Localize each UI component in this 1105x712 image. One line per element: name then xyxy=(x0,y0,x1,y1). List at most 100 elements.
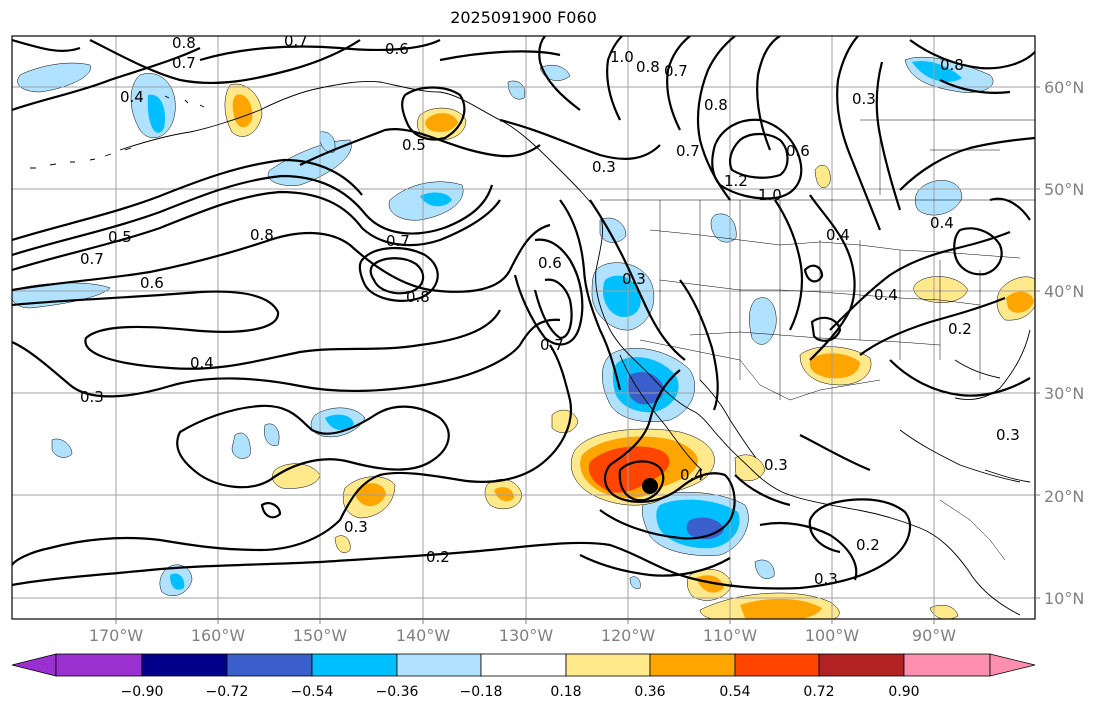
orange-region xyxy=(232,94,253,128)
contour-label: 1.2 xyxy=(724,172,748,190)
lon-label: 160°W xyxy=(190,626,246,645)
blue-region xyxy=(170,573,185,590)
contour-label: 0.7 xyxy=(676,142,700,160)
colorbar-tick-label: 0.18 xyxy=(550,684,582,700)
lon-label: 110°W xyxy=(702,626,758,645)
borders xyxy=(600,119,1035,561)
colorbar xyxy=(11,653,1036,677)
contour-lines xyxy=(12,36,1035,590)
colorbar-tick-label: −0.54 xyxy=(290,684,334,700)
lon-label: 140°W xyxy=(395,626,451,645)
contour-label: 0.3 xyxy=(852,90,876,108)
lat-label: 30°N xyxy=(1044,384,1085,403)
contour-label: 0.4 xyxy=(120,88,144,106)
contour-label: 0.3 xyxy=(622,270,646,288)
contour-label: 0.4 xyxy=(930,214,954,232)
colorbar-tick-label: 0.72 xyxy=(803,684,835,700)
colorbar-segment xyxy=(226,653,313,677)
blue-region xyxy=(51,438,73,458)
colorbar-segment xyxy=(734,653,820,677)
axis-ticks xyxy=(115,86,1040,624)
blue-region xyxy=(599,217,627,243)
contour-label: 0.3 xyxy=(996,426,1020,444)
contour-label: 0.6 xyxy=(385,40,409,58)
lat-label: 40°N xyxy=(1044,282,1085,301)
contour-label: 0.6 xyxy=(140,274,164,292)
colorbar-tick-label: −0.36 xyxy=(375,684,419,700)
colorbar-tick-label: −0.18 xyxy=(459,684,503,700)
colorbar-segment xyxy=(903,653,991,677)
colorbar-tick-label: −0.90 xyxy=(120,684,164,700)
blue-region xyxy=(325,414,354,431)
contour-label: 0.4 xyxy=(190,354,214,372)
contour-label-layer: 0.8 0.7 0.6 1.0 0.8 0.7 0.7 0.8 0.4 0.5 … xyxy=(80,32,1020,588)
colorbar-extend-high xyxy=(989,653,1036,677)
contour-label: 0.7 xyxy=(664,62,688,80)
orange-region xyxy=(913,276,969,303)
contour-label: 0.8 xyxy=(406,288,430,306)
blue-region xyxy=(749,297,777,345)
blue-region xyxy=(754,559,775,579)
lon-label: 100°W xyxy=(804,626,860,645)
blue-region xyxy=(420,192,452,207)
colorbar-segment xyxy=(141,653,228,677)
colorbar-tick-label: 0.90 xyxy=(888,684,920,700)
lon-label: 150°W xyxy=(292,626,348,645)
contour-label: 0.8 xyxy=(636,58,660,76)
lat-label: 10°N xyxy=(1044,589,1085,608)
blue-region xyxy=(912,60,962,82)
orange-region xyxy=(696,575,724,593)
blue-region xyxy=(147,94,166,133)
orange-region xyxy=(809,353,860,379)
colorbar-extend-low xyxy=(11,653,57,677)
orange-region xyxy=(814,164,831,189)
lon-label: 90°W xyxy=(911,626,957,645)
blue-region xyxy=(507,80,526,100)
contour-label: 0.2 xyxy=(856,536,880,554)
contour-label: 0.2 xyxy=(426,548,450,566)
lon-label: 130°W xyxy=(498,626,554,645)
colorbar-segment xyxy=(818,653,905,677)
map-title: 2025091900 F060 xyxy=(450,8,597,27)
blue-region xyxy=(319,131,336,153)
orange-region xyxy=(494,487,514,502)
lon-label: 120°W xyxy=(600,626,656,645)
colorbar-segment xyxy=(311,653,398,677)
contour-label: 0.8 xyxy=(940,56,964,74)
orange-region xyxy=(740,598,822,619)
blue-region xyxy=(629,576,641,589)
map-frame xyxy=(11,35,1036,620)
orange-region xyxy=(425,113,458,132)
colorbar-tick-label: −0.72 xyxy=(205,684,249,700)
colorbar-segment xyxy=(565,653,651,677)
contour-label: 0.8 xyxy=(250,226,274,244)
blue-region xyxy=(264,423,280,446)
colorbar-segment xyxy=(480,653,567,677)
contour-label: 0.3 xyxy=(80,388,104,406)
contour-label: 0.4 xyxy=(874,286,898,304)
contour-label: 0.4 xyxy=(680,466,704,484)
blue-region xyxy=(231,432,251,459)
shading-layer xyxy=(12,56,1035,619)
contour-label: 0.7 xyxy=(284,32,308,50)
colorbar-tick-label: 0.36 xyxy=(634,684,666,700)
contour-label: 0.5 xyxy=(108,228,132,246)
orange-region xyxy=(1006,291,1034,313)
contour-label: 0.7 xyxy=(540,336,564,354)
contour-label: 1.0 xyxy=(610,48,634,66)
lat-label: 60°N xyxy=(1044,78,1085,97)
colorbar-segment xyxy=(55,653,143,677)
lat-label: 20°N xyxy=(1044,487,1085,506)
colorbar-tick-label: 0.54 xyxy=(719,684,751,700)
contour-label: 0.5 xyxy=(402,136,426,154)
contour-label: 1.0 xyxy=(758,186,782,204)
orange-region xyxy=(334,535,351,553)
coastlines xyxy=(30,81,1031,616)
colorbar-segment xyxy=(649,653,736,677)
contour-label: 0.3 xyxy=(764,456,788,474)
contour-label: 0.3 xyxy=(814,570,838,588)
contour-label: 0.3 xyxy=(592,158,616,176)
blue-region xyxy=(17,62,91,93)
contour-label: 0.7 xyxy=(386,232,410,250)
